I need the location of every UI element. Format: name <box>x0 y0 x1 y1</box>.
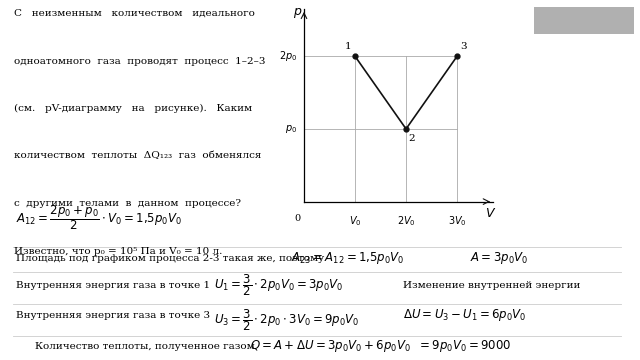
Text: $A_{12} = \dfrac{2p_0 + p_0}{2} \cdot V_0 = 1{,}5p_0V_0$: $A_{12} = \dfrac{2p_0 + p_0}{2} \cdot V_… <box>16 203 182 232</box>
Text: $Q = A + \Delta U = 3p_0V_0 + 6p_0V_0\ \ = 9p_0V_0 = 9000$: $Q = A + \Delta U = 3p_0V_0 + 6p_0V_0\ \… <box>250 338 511 354</box>
Text: $\Delta U = U_3 - U_1 = 6p_0V_0$: $\Delta U = U_3 - U_1 = 6p_0V_0$ <box>403 307 527 323</box>
Text: $U_1 = \dfrac{3}{2} \cdot 2p_0V_0 = 3p_0V_0$: $U_1 = \dfrac{3}{2} \cdot 2p_0V_0 = 3p_0… <box>214 272 344 298</box>
Text: 1: 1 <box>344 42 351 51</box>
Text: $V_0$: $V_0$ <box>349 214 362 228</box>
Text: $A = 3p_0V_0$: $A = 3p_0V_0$ <box>470 250 529 266</box>
Text: $p$: $p$ <box>292 6 302 20</box>
Text: $2V_0$: $2V_0$ <box>397 214 415 228</box>
Text: $A_{23} = A_{12} = 1{,}5p_0V_0$: $A_{23} = A_{12} = 1{,}5p_0V_0$ <box>291 250 404 266</box>
Text: Площадь под графиком процесса 2-3 такая же, поэтому: Площадь под графиком процесса 2-3 такая … <box>16 253 324 263</box>
Text: $p_0$: $p_0$ <box>285 123 298 135</box>
Text: (см.   pV-диаграмму   на   рисунке).   Каким: (см. pV-диаграмму на рисунке). Каким <box>14 104 252 113</box>
Text: 2: 2 <box>408 134 415 143</box>
Text: С   неизменным   количеством   идеального: С неизменным количеством идеального <box>14 9 255 18</box>
Text: $U_3 = \dfrac{3}{2} \cdot 2p_0 \cdot 3V_0 = 9p_0V_0$: $U_3 = \dfrac{3}{2} \cdot 2p_0 \cdot 3V_… <box>214 307 360 333</box>
Text: Внутренняя энергия газа в точке 3: Внутренняя энергия газа в точке 3 <box>16 310 210 320</box>
Text: одноатомного  газа  проводят  процесс  1–2–3: одноатомного газа проводят процесс 1–2–3 <box>14 57 266 66</box>
Text: 0: 0 <box>294 214 300 223</box>
Text: с  другими  телами  в  данном  процессе?: с другими телами в данном процессе? <box>14 199 241 208</box>
Text: Изменение внутренней энергии: Изменение внутренней энергии <box>403 281 580 289</box>
Text: $3V_0$: $3V_0$ <box>448 214 467 228</box>
Text: Известно, что p₀ = 10⁵ Па и V₀ = 10 л.: Известно, что p₀ = 10⁵ Па и V₀ = 10 л. <box>14 247 223 256</box>
Text: 3: 3 <box>461 42 467 51</box>
Text: Количество теплоты, полученное газом: Количество теплоты, полученное газом <box>35 342 255 351</box>
Text: количеством  теплоты  ΔQ₁₂₃  газ  обменялся: количеством теплоты ΔQ₁₂₃ газ обменялся <box>14 152 262 161</box>
Text: $V$: $V$ <box>485 207 497 220</box>
Text: $2p_0$: $2p_0$ <box>279 49 298 63</box>
Text: Внутренняя энергия газа в точке 1: Внутренняя энергия газа в точке 1 <box>16 281 210 289</box>
